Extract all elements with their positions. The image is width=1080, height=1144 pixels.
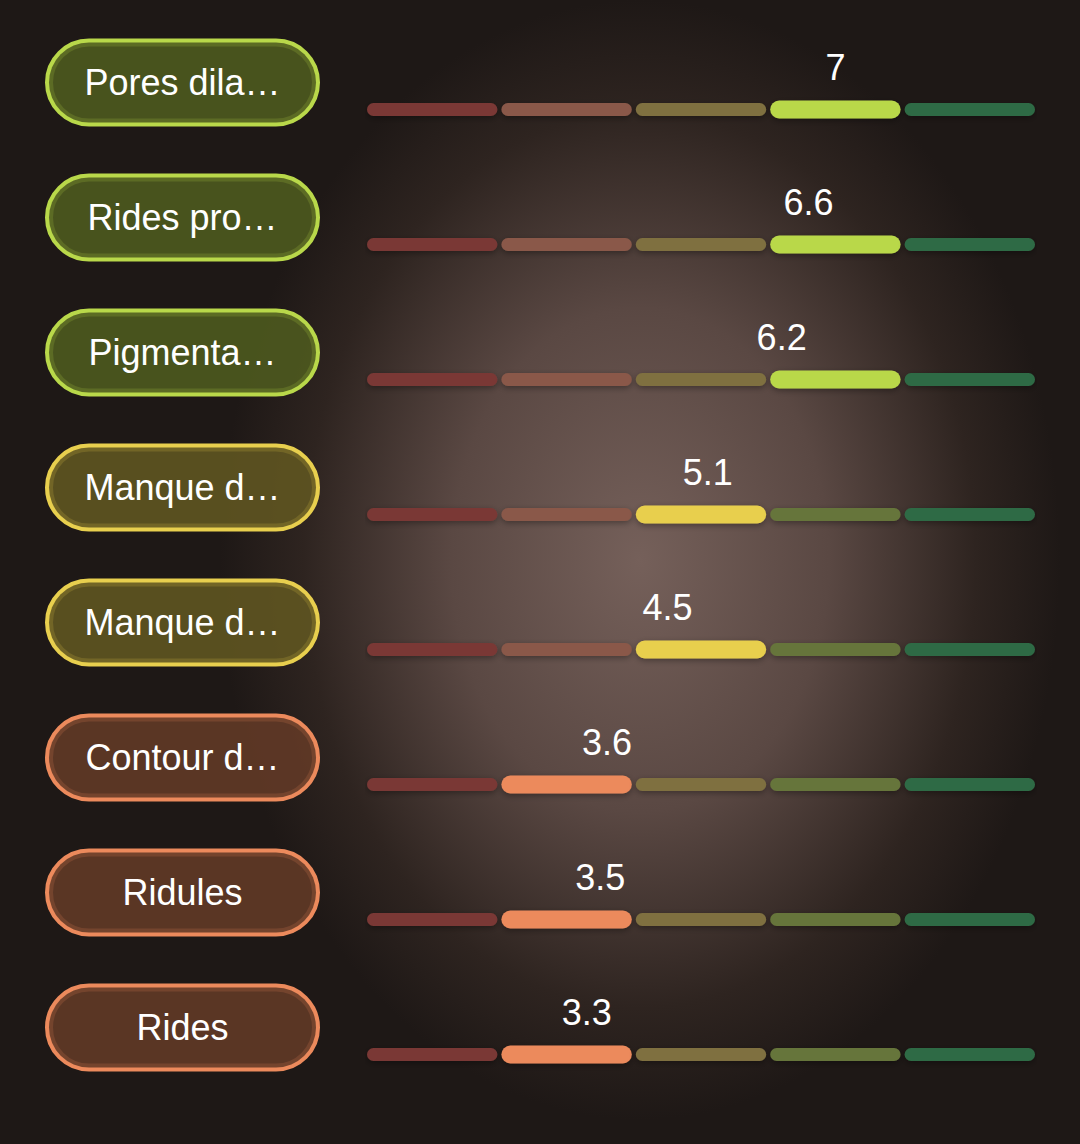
svg-text:3.5: 3.5 (575, 857, 625, 898)
svg-text:6.6: 6.6 (783, 182, 833, 223)
svg-text:Pigmenta…: Pigmenta… (88, 332, 276, 373)
svg-text:4.5: 4.5 (642, 587, 692, 628)
svg-text:3.6: 3.6 (582, 722, 632, 763)
svg-text:Manque d…: Manque d… (84, 467, 280, 508)
svg-text:6.2: 6.2 (757, 317, 807, 358)
svg-text:7: 7 (825, 47, 845, 88)
svg-text:Rides: Rides (136, 1007, 228, 1048)
svg-text:Contour d…: Contour d… (85, 737, 279, 778)
svg-text:5.1: 5.1 (683, 452, 733, 493)
svg-text:Manque d…: Manque d… (84, 602, 280, 643)
svg-text:Pores dila…: Pores dila… (84, 62, 280, 103)
svg-text:Rides pro…: Rides pro… (87, 197, 277, 238)
svg-text:3.3: 3.3 (562, 992, 612, 1033)
svg-text:Ridules: Ridules (122, 872, 242, 913)
